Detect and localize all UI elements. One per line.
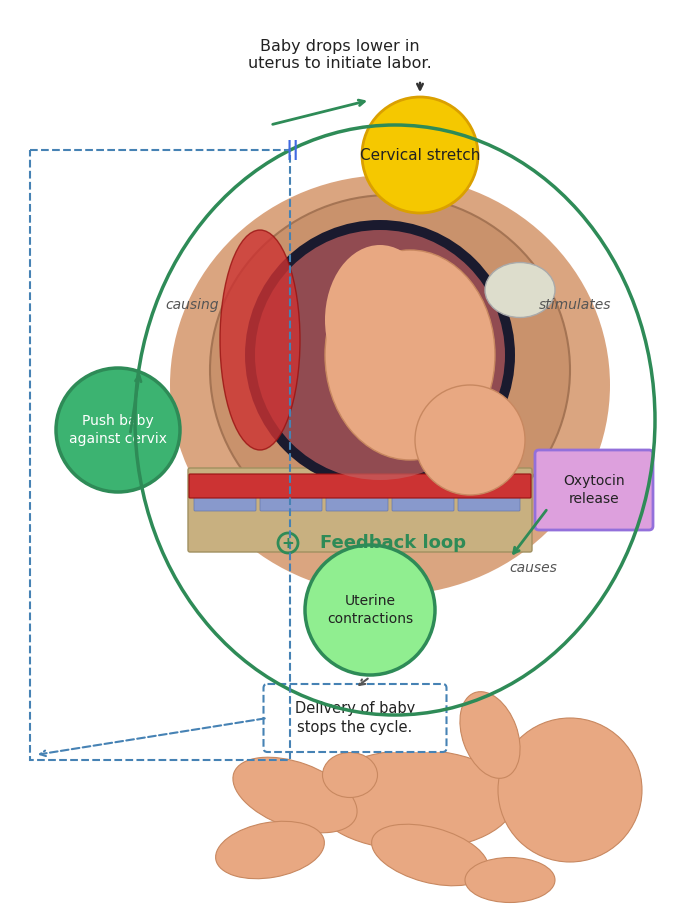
- Circle shape: [415, 385, 525, 495]
- Text: causes: causes: [509, 561, 557, 575]
- Ellipse shape: [325, 245, 435, 395]
- Text: Delivery of baby
stops the cycle.: Delivery of baby stops the cycle.: [295, 702, 415, 735]
- Ellipse shape: [216, 822, 324, 878]
- FancyBboxPatch shape: [264, 684, 447, 752]
- Ellipse shape: [315, 750, 515, 850]
- Text: Baby drops lower in
uterus to initiate labor.: Baby drops lower in uterus to initiate l…: [248, 39, 432, 72]
- Ellipse shape: [245, 220, 515, 490]
- Ellipse shape: [465, 857, 555, 902]
- Ellipse shape: [220, 230, 300, 450]
- Ellipse shape: [325, 250, 495, 460]
- Text: causing: causing: [165, 298, 219, 312]
- Circle shape: [56, 368, 180, 492]
- Ellipse shape: [170, 175, 610, 595]
- Text: Push baby
against cervix: Push baby against cervix: [69, 414, 167, 446]
- Ellipse shape: [233, 757, 357, 833]
- FancyBboxPatch shape: [194, 497, 256, 511]
- Ellipse shape: [210, 195, 570, 545]
- Circle shape: [305, 545, 435, 675]
- FancyBboxPatch shape: [260, 497, 322, 511]
- Text: Oxytocin
release: Oxytocin release: [563, 474, 625, 505]
- FancyBboxPatch shape: [189, 474, 531, 498]
- FancyBboxPatch shape: [326, 497, 388, 511]
- Circle shape: [498, 718, 642, 862]
- Ellipse shape: [322, 753, 377, 798]
- FancyBboxPatch shape: [535, 450, 653, 530]
- Bar: [30, 150, 290, 760]
- Ellipse shape: [255, 230, 505, 480]
- Text: +: +: [282, 536, 294, 550]
- Ellipse shape: [485, 262, 555, 317]
- FancyBboxPatch shape: [188, 468, 532, 552]
- Text: Uterine
contractions: Uterine contractions: [327, 594, 413, 625]
- Text: ||: ||: [286, 140, 300, 160]
- Ellipse shape: [460, 691, 520, 779]
- Text: Feedback loop: Feedback loop: [320, 534, 466, 552]
- Text: Cervical stretch: Cervical stretch: [360, 148, 480, 162]
- Circle shape: [362, 97, 478, 213]
- Text: stimulates: stimulates: [539, 298, 611, 312]
- Ellipse shape: [371, 824, 488, 886]
- FancyBboxPatch shape: [458, 497, 520, 511]
- FancyBboxPatch shape: [392, 497, 454, 511]
